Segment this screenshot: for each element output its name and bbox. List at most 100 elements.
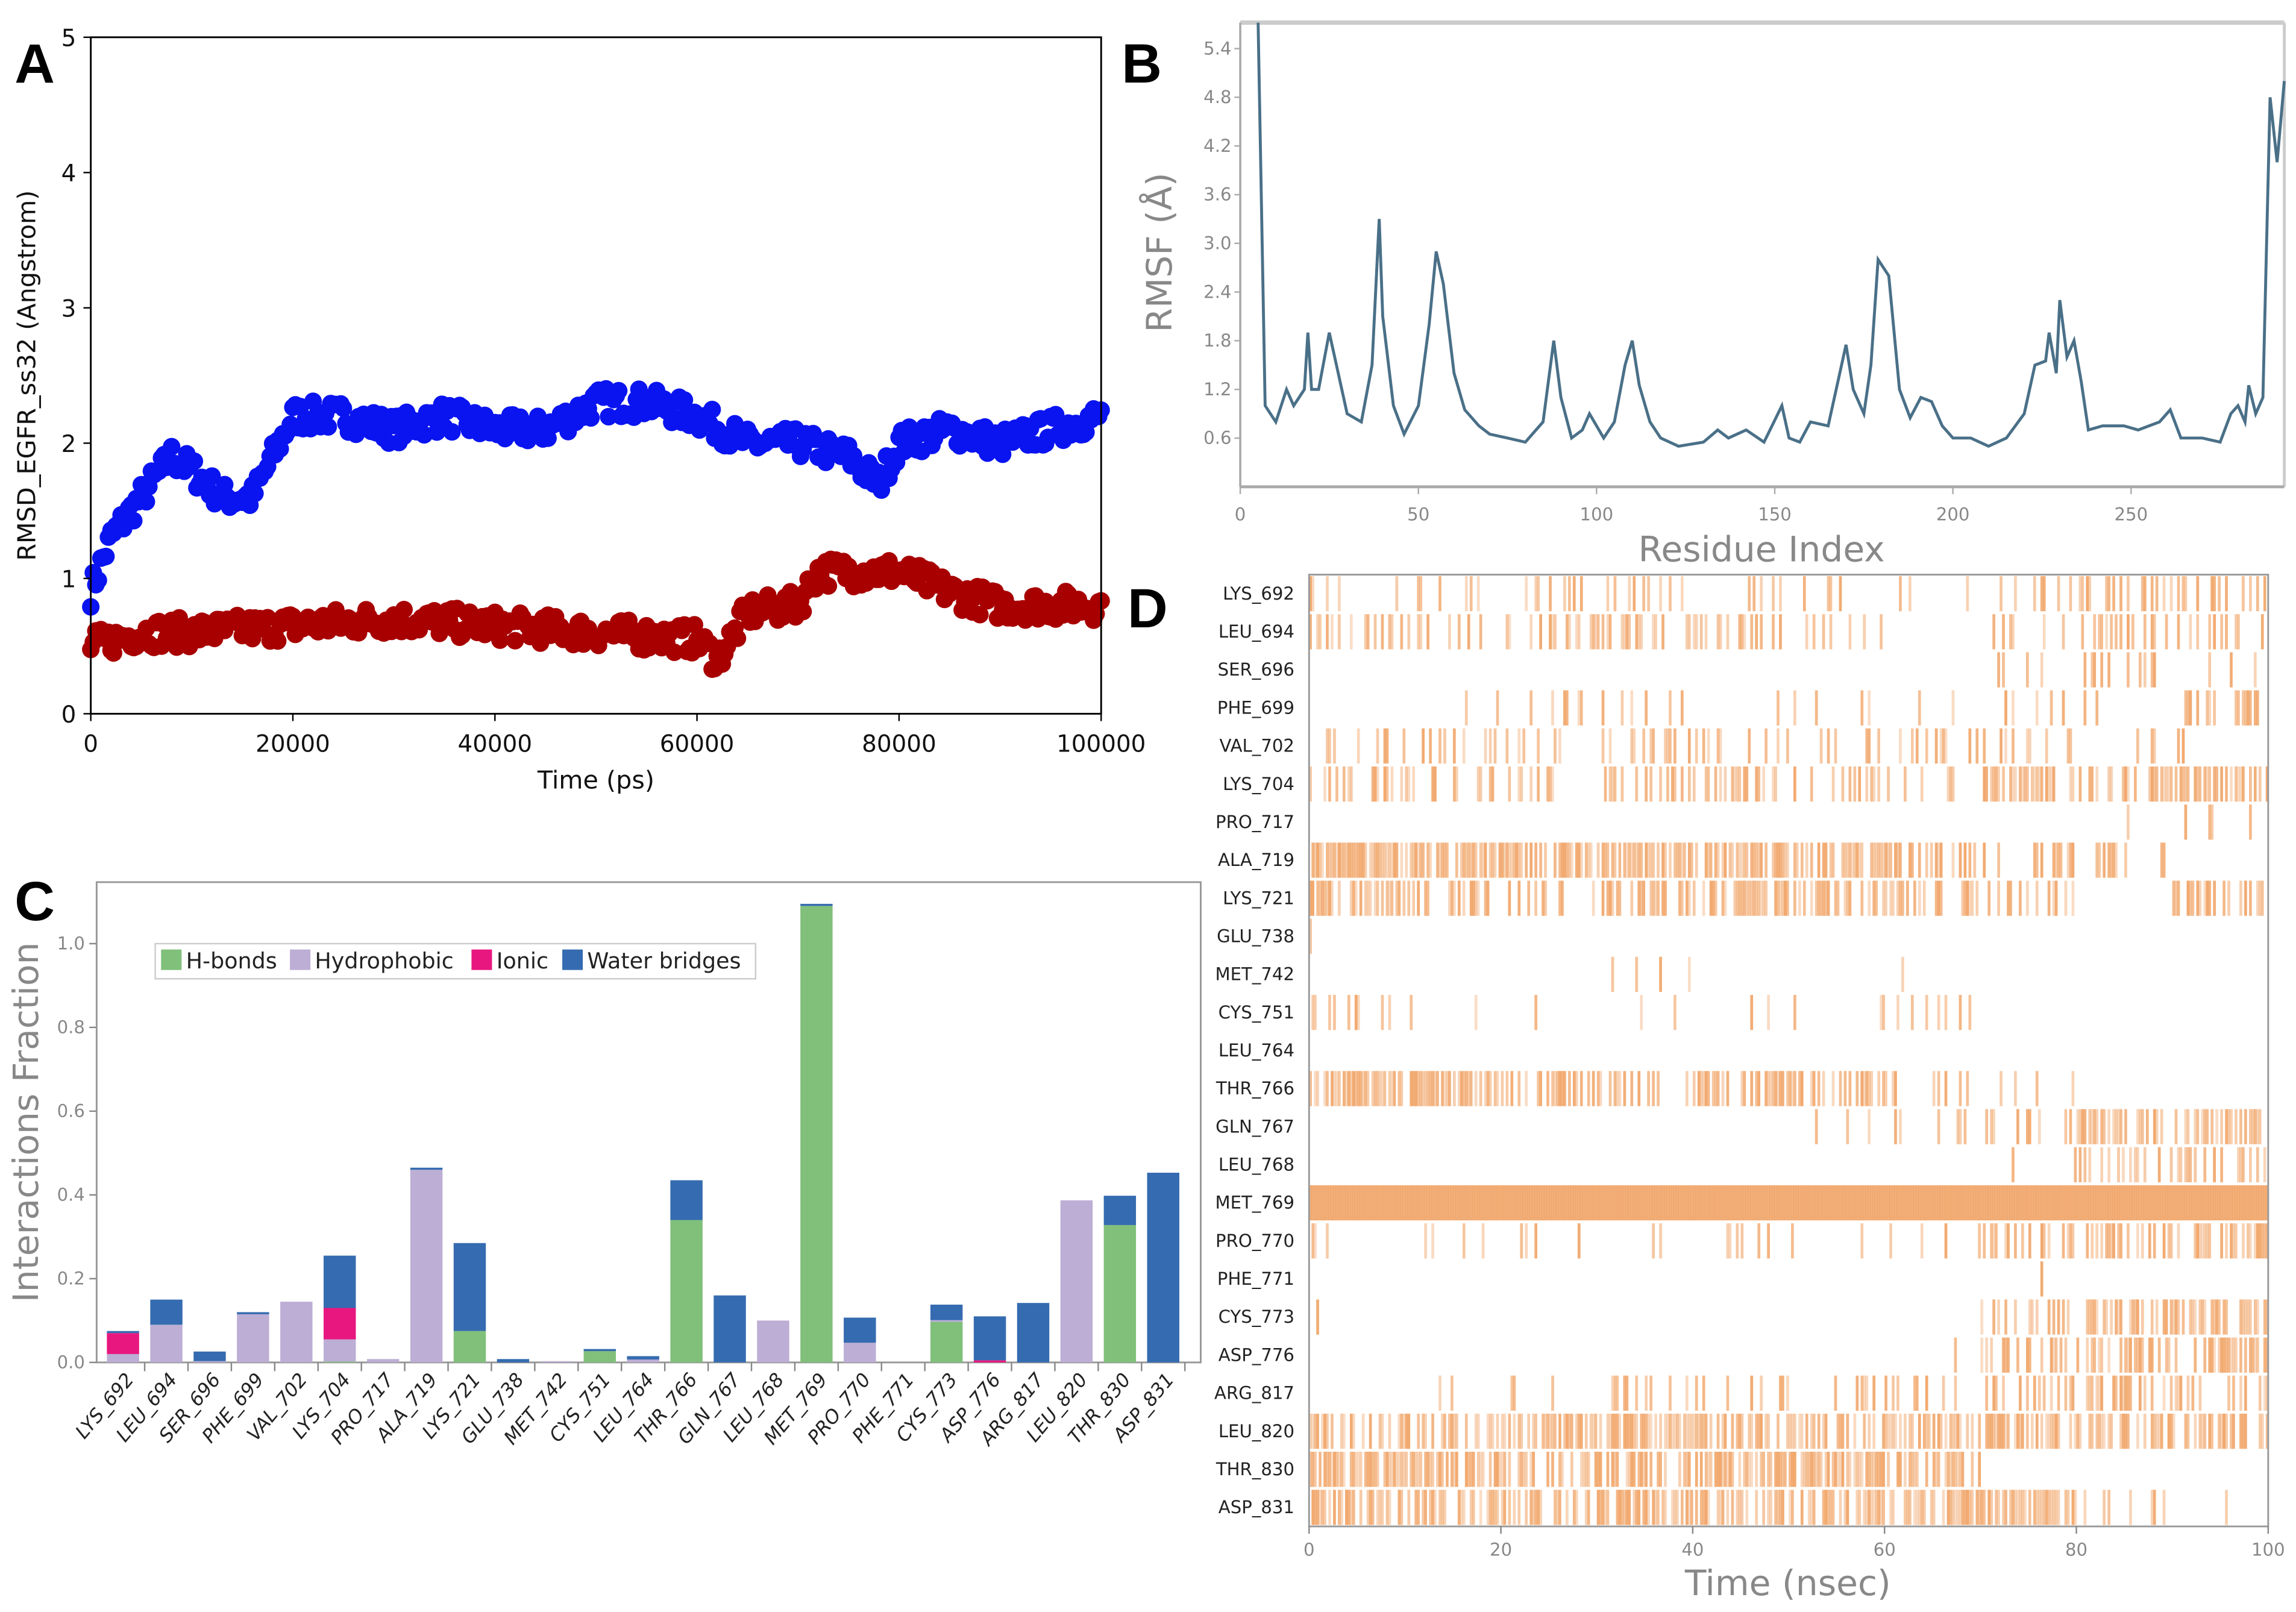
heatmap-contact-stripe xyxy=(2112,1185,2115,1221)
heatmap-contact-stripe xyxy=(2136,1185,2139,1221)
heatmap-contact-stripe xyxy=(2129,1490,2132,1525)
heatmap-contact-stripe xyxy=(1488,1490,1492,1525)
heatmap-contact-stripe xyxy=(1812,1490,1816,1525)
heatmap-contact-stripe xyxy=(2169,1223,2173,1259)
heatmap-contact-stripe xyxy=(1764,1071,1767,1106)
heatmap-contact-stripe xyxy=(2182,766,2185,802)
heatmap-contact-stripe xyxy=(1364,1452,1367,1487)
heatmap-contact-stripe xyxy=(1637,842,1641,878)
heatmap-contact-stripe xyxy=(2148,1185,2151,1221)
rmsf-x-tick-label: 100 xyxy=(1580,504,1614,525)
heatmap-contact-stripe xyxy=(1311,576,1314,612)
heatmap-contact-stripe xyxy=(1554,1071,1557,1106)
heatmap-contact-stripe xyxy=(1596,842,1600,878)
heatmap-contact-stripe xyxy=(2002,1375,2005,1411)
heatmap-contact-stripe xyxy=(2112,1109,2115,1144)
heatmap-contact-stripe xyxy=(1971,1185,1974,1221)
heatmap-contact-stripe xyxy=(1417,614,1420,650)
heatmap-contact-stripe xyxy=(1596,1185,1600,1221)
heatmap-contact-stripe xyxy=(2057,576,2060,612)
heatmap-contact-stripe xyxy=(1649,1375,1652,1411)
heatmap-contact-stripe xyxy=(1863,1490,1866,1525)
heatmap-contact-stripe xyxy=(1611,1452,1614,1487)
heatmap-contact-stripe xyxy=(1342,766,1346,802)
legend-label: H-bonds xyxy=(186,948,277,974)
heatmap-contact-stripe xyxy=(2251,1337,2254,1373)
heatmap-contact-stripe xyxy=(1376,842,1379,878)
heatmap-contact-stripe xyxy=(1959,1452,1962,1487)
heatmap-contact-stripe xyxy=(1659,1223,1662,1259)
heatmap-contact-stripe xyxy=(1328,880,1331,916)
heatmap-contact-stripe xyxy=(1390,1185,1394,1221)
heatmap-contact-stripe xyxy=(1628,1413,1631,1449)
heatmap-contact-stripe xyxy=(1319,880,1322,916)
heatmap-contact-stripe xyxy=(2100,1413,2104,1449)
heatmap-contact-stripe xyxy=(1786,1071,1789,1106)
heatmap-contact-stripe xyxy=(1889,1490,1892,1525)
heatmap-contact-stripe xyxy=(2107,1413,2110,1449)
heatmap-contact-stripe xyxy=(2064,880,2068,916)
heatmap-contact-stripe xyxy=(1637,880,1641,916)
heatmap-contact-stripe xyxy=(2025,1413,2029,1449)
heatmap-contact-stripe xyxy=(1779,842,1782,878)
heatmap-contact-stripe xyxy=(1942,1490,1945,1525)
heatmap-contact-stripe xyxy=(2117,1299,2120,1335)
heatmap-contact-stripe xyxy=(1673,994,1677,1030)
heatmap-contact-stripe xyxy=(1934,842,1938,878)
heatmap-contact-stripe xyxy=(2191,1185,2195,1221)
heatmap-contact-stripe xyxy=(1654,1413,1657,1449)
heatmap-contact-stripe xyxy=(2174,766,2178,802)
heatmap-contact-stripe xyxy=(1690,1185,1693,1221)
heatmap-contact-stripe xyxy=(2045,728,2048,764)
heatmap-contact-stripe xyxy=(1966,576,1969,612)
heatmap-contact-stripe xyxy=(1848,842,1852,878)
heatmap-contact-stripe xyxy=(1784,1452,1787,1487)
heatmap-contact-stripe xyxy=(1669,690,1672,726)
heatmap-contact-stripe xyxy=(1676,1413,1679,1449)
heatmap-contact-stripe xyxy=(2201,1413,2204,1449)
heatmap-contact-stripe xyxy=(2100,1109,2104,1144)
heatmap-contact-stripe xyxy=(2066,1490,2070,1525)
heatmap-contact-stripe xyxy=(1319,1490,1322,1525)
heatmap-contact-stripe xyxy=(1711,1185,1715,1221)
heatmap-contact-stripe xyxy=(1767,1490,1770,1525)
heatmap-contact-stripe xyxy=(1537,576,1540,612)
heatmap-contact-stripe xyxy=(1481,842,1485,878)
heatmap-contact-stripe xyxy=(1474,1413,1478,1449)
heatmap-contact-stripe xyxy=(1474,880,1478,916)
heatmap-contact-stripe xyxy=(1748,880,1751,916)
heatmap-contact-stripe xyxy=(2074,1185,2077,1221)
heatmap-contact-stripe xyxy=(1625,842,1629,878)
heatmap-contact-stripe xyxy=(1870,842,1874,878)
heatmap-contact-stripe xyxy=(1493,728,1497,764)
heatmap-contact-stripe xyxy=(1892,1413,1895,1449)
heatmap-contact-stripe xyxy=(1342,1071,1346,1106)
heatmap-contact-stripe xyxy=(1781,842,1784,878)
heatmap-contact-stripe xyxy=(2256,1185,2259,1221)
heatmap-contact-stripe xyxy=(1987,880,1991,916)
heatmap-contact-stripe xyxy=(1397,1413,1401,1449)
heatmap-contact-stripe xyxy=(1537,728,1540,764)
heatmap-contact-stripe xyxy=(2189,690,2192,726)
heatmap-contact-stripe xyxy=(1884,880,1887,916)
heatmap-contact-stripe xyxy=(1390,766,1394,802)
heatmap-contact-stripe xyxy=(2103,1299,2106,1335)
heatmap-contact-stripe xyxy=(1959,842,1962,878)
heatmap-contact-stripe xyxy=(1414,1071,1418,1106)
heatmap-contact-stripe xyxy=(1927,1413,1931,1449)
heatmap-contact-stripe xyxy=(2230,1185,2233,1221)
heatmap-contact-stripe xyxy=(2242,576,2245,612)
heatmap-contact-stripe xyxy=(1872,1452,1876,1487)
heatmap-contact-stripe xyxy=(1673,766,1677,802)
heatmap-contact-stripe xyxy=(2069,842,2072,878)
heatmap-contact-stripe xyxy=(1719,614,1722,650)
heatmap-contact-stripe xyxy=(1469,1452,1473,1487)
heatmap-contact-stripe xyxy=(1860,842,1864,878)
heatmap-contact-stripe xyxy=(1738,614,1742,650)
rmsd-point-blue xyxy=(610,381,628,400)
heatmap-contact-stripe xyxy=(1937,1452,1940,1487)
heatmap-contact-stripe xyxy=(1309,1413,1312,1449)
heatmap-contact-stripe xyxy=(1695,1375,1698,1411)
heatmap-contact-stripe xyxy=(1956,1109,1960,1144)
heatmap-contact-stripe xyxy=(1554,728,1557,764)
